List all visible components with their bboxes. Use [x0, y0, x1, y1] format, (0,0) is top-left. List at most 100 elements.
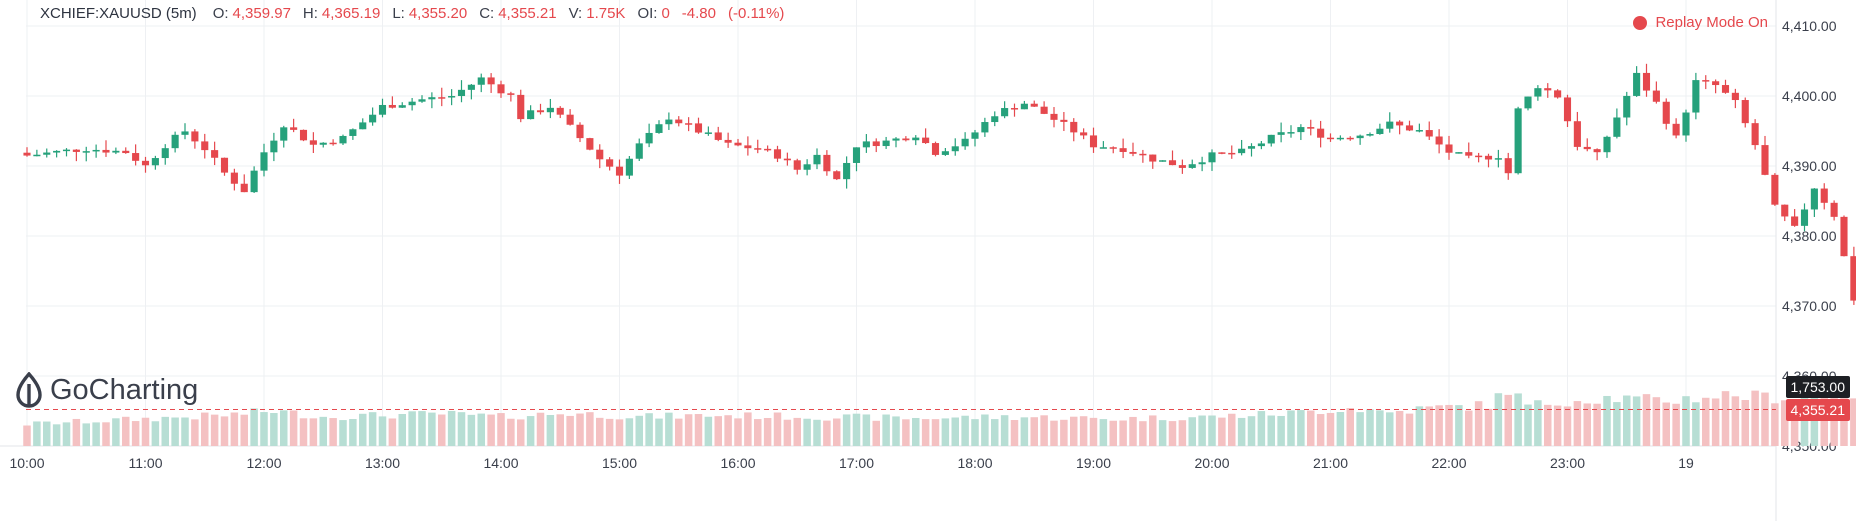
candle-body	[991, 116, 999, 123]
volume-bar	[358, 413, 367, 446]
candle-body	[1504, 158, 1512, 174]
candle-body	[201, 141, 209, 151]
volume-bar	[1672, 403, 1680, 446]
candle-body	[507, 93, 515, 95]
x-tick-label: 18:00	[957, 455, 992, 471]
candle-body	[369, 114, 377, 123]
volume-bar	[112, 418, 120, 446]
y-tick-label: 4,410.00	[1782, 18, 1837, 34]
volume-bar	[793, 417, 802, 446]
volume-bar	[981, 414, 989, 446]
volume-bar	[1089, 417, 1098, 446]
candle-body	[1741, 100, 1749, 124]
volume-bar	[260, 412, 268, 446]
volume-bar	[1761, 392, 1769, 446]
volume-bar	[1178, 420, 1187, 446]
candle-body	[151, 158, 159, 166]
volume-bar	[1415, 406, 1424, 446]
volume-bar	[1563, 406, 1572, 446]
candle-body	[635, 143, 643, 159]
candle-body	[1129, 151, 1137, 154]
volume-bar	[171, 417, 179, 446]
candle-body	[1465, 152, 1473, 156]
replay-mode-indicator[interactable]: Replay Mode On	[1633, 14, 1768, 31]
x-tick-label: 16:00	[720, 455, 755, 471]
volume-bar	[1148, 415, 1157, 446]
y-tick-label: 4,350.00	[1782, 438, 1837, 454]
candle-body	[852, 147, 861, 163]
volume-bar	[1741, 400, 1750, 446]
volume-bar	[1850, 398, 1856, 446]
candle-body	[1445, 144, 1453, 153]
y-tick-label: 4,400.00	[1782, 88, 1837, 104]
volume-bar	[1198, 415, 1206, 446]
volume-bar	[1435, 405, 1443, 446]
candle-body	[1731, 92, 1739, 101]
volume-bar	[753, 419, 762, 446]
volume-bar	[1306, 410, 1315, 446]
candle-body	[606, 159, 614, 167]
candle-body	[487, 77, 495, 85]
volume-bar	[1257, 411, 1266, 446]
candle-body	[1840, 216, 1848, 257]
candle-body	[1247, 146, 1256, 149]
candle-body	[1208, 152, 1216, 163]
volume-bar	[1771, 403, 1779, 446]
candle-body	[181, 131, 189, 135]
symbol-label[interactable]: XCHIEF:XAUUSD (5m)	[40, 5, 197, 22]
volume-bar	[1168, 421, 1177, 446]
candle-body	[1040, 106, 1048, 114]
candle-body	[527, 110, 535, 120]
candle-body	[270, 140, 278, 153]
open-label: O:	[212, 5, 229, 22]
volume-bar	[674, 418, 683, 446]
candle-body	[1307, 127, 1315, 129]
volume-bar	[763, 417, 772, 446]
volume-bar	[1297, 410, 1305, 446]
volume-bar	[378, 416, 387, 446]
volume-bar	[1267, 415, 1276, 446]
x-tick-label: 15:00	[602, 455, 637, 471]
volume-bar	[714, 416, 723, 446]
volume-bar	[141, 417, 150, 446]
volume-bar	[121, 416, 130, 446]
y-tick-label: 4,370.00	[1782, 298, 1837, 314]
candle-body	[1484, 155, 1493, 160]
volume-bar	[724, 415, 732, 446]
volume-bar	[951, 417, 960, 446]
candle-body	[803, 164, 811, 170]
candle-body	[596, 149, 604, 160]
low-value: 4,355.20	[408, 5, 468, 22]
volume-bar	[635, 415, 644, 446]
volume-bar	[773, 412, 782, 446]
volume-bar	[872, 420, 881, 446]
candle-body	[922, 137, 930, 144]
candle-body	[1475, 155, 1483, 158]
candle-body	[754, 148, 762, 150]
volume-bar	[418, 411, 426, 446]
volume-bar	[1405, 413, 1414, 446]
volume-bar	[240, 414, 249, 446]
volume-bar	[1692, 402, 1700, 446]
volume-bar	[605, 418, 614, 446]
oi-value: 0	[661, 5, 670, 22]
candle-body	[734, 142, 742, 146]
candle-body	[92, 149, 100, 152]
candle-body	[299, 129, 308, 141]
candle-body	[438, 97, 446, 99]
candle-body	[1534, 88, 1542, 97]
candle-body	[1198, 162, 1206, 165]
volume-bar	[1119, 420, 1127, 446]
volume-bar	[497, 413, 505, 446]
candle-body	[1119, 148, 1127, 152]
candle-body	[1050, 113, 1058, 120]
candle-body	[329, 142, 337, 145]
volume-bar	[1385, 412, 1394, 446]
volume-bar	[191, 419, 199, 446]
volume-bar	[823, 420, 831, 446]
volume-bar	[1731, 396, 1740, 446]
candle-body	[112, 150, 120, 153]
volume-bar	[349, 419, 357, 446]
